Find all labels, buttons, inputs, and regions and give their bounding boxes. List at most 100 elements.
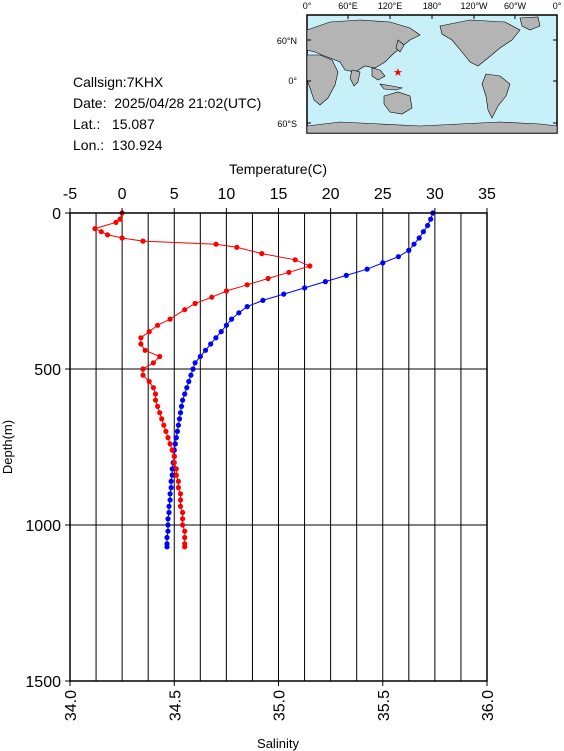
salinity-point — [150, 385, 156, 391]
temperature-point — [167, 497, 173, 503]
salinity-point — [92, 226, 98, 232]
salinity-point — [169, 447, 175, 453]
salinity-point — [138, 335, 144, 341]
temperature-point — [188, 372, 194, 378]
top-tick-label: 25 — [374, 186, 392, 203]
map-station-marker: ★ — [393, 67, 403, 79]
temperature-point — [164, 541, 170, 547]
salinity-point — [180, 509, 186, 516]
temperature-point — [166, 503, 172, 509]
salinity-point — [161, 422, 167, 428]
temperature-point — [192, 360, 198, 366]
chart-grid — [69, 212, 488, 682]
salinity-point — [155, 403, 161, 409]
map-lon-label: 0° — [303, 1, 312, 11]
salinity-point — [177, 503, 184, 509]
land-indonesia — [379, 83, 404, 91]
temperature-point — [223, 322, 229, 328]
bottom-tick-label: 35.5 — [376, 690, 393, 721]
temperature-point — [165, 522, 171, 528]
salinity-point — [142, 347, 148, 353]
salinity-point — [182, 307, 188, 313]
y-tick-label: 0 — [52, 206, 61, 223]
map-lon-label: 180° — [423, 1, 442, 11]
map-lon-label: 0° — [553, 1, 562, 11]
land-antarctica — [306, 121, 558, 134]
map-land — [306, 16, 558, 134]
temperature-point — [171, 453, 177, 459]
temperature-point — [322, 279, 328, 285]
salinity-point — [175, 478, 181, 484]
salinity-point — [98, 229, 104, 235]
temperature-point — [167, 491, 173, 497]
map-lon-labels: 0° 60°E 120°E 180° 120°W 60°W 0° — [303, 1, 562, 11]
map-lat-label: 60°N — [277, 36, 297, 46]
salinity-point — [265, 275, 271, 282]
salinity-point — [159, 416, 165, 422]
y-tick-label: 1500 — [25, 674, 61, 691]
temperature-point — [213, 335, 219, 341]
salinity-point — [223, 288, 229, 294]
salinity-point — [177, 497, 184, 503]
temperature-point — [164, 544, 170, 550]
temperature-point — [168, 478, 174, 484]
salinity-point — [155, 322, 161, 328]
salinity-point — [140, 238, 146, 244]
temperature-point — [395, 254, 401, 260]
salinity-point — [173, 472, 179, 478]
temperature-point — [172, 441, 178, 447]
land-japan — [395, 39, 405, 53]
land-greenland — [519, 16, 541, 31]
temperature-point — [411, 241, 417, 247]
salinity-point — [117, 216, 123, 222]
salinity-point — [180, 522, 186, 528]
salinity-point — [234, 244, 240, 250]
salinity-point — [292, 257, 298, 263]
y-axis-label: Depth(m) — [0, 420, 15, 474]
temperature-point — [364, 266, 370, 272]
bottom-axis-label: Salinity — [257, 736, 299, 751]
salinity-point — [182, 534, 188, 541]
temperature-point — [406, 247, 412, 253]
salinity-point — [165, 435, 171, 441]
temperature-point — [166, 509, 172, 516]
land-eurasia — [306, 19, 421, 73]
temperature-point — [420, 229, 426, 235]
temperature-point — [170, 460, 176, 466]
top-tick-label: 10 — [217, 186, 235, 203]
plot-frame — [69, 212, 488, 682]
salinity-point — [113, 219, 119, 225]
temperature-point — [430, 210, 436, 216]
salinity-point — [157, 353, 163, 360]
temperature-point — [174, 428, 180, 434]
salinity-point — [244, 282, 250, 288]
land-seasia — [371, 67, 386, 81]
temperature-point — [260, 297, 266, 303]
salinity-point — [140, 372, 146, 378]
salinity-point — [167, 441, 173, 447]
temperature-point — [197, 353, 203, 360]
land-africa — [306, 54, 339, 106]
salinity-point — [286, 269, 292, 275]
map-lon-label: 120°E — [378, 1, 403, 11]
salinity-point — [182, 528, 188, 534]
top-tick-label: 35 — [478, 186, 496, 203]
salinity-point — [152, 397, 159, 403]
temperature-point — [186, 378, 192, 385]
top-tick-label: 20 — [322, 186, 340, 203]
bottom-tick-label: 36.0 — [480, 690, 497, 721]
salinity-point — [138, 341, 144, 347]
salinity-point — [209, 294, 215, 300]
callsign-text: Callsign:7KHX — [73, 74, 164, 90]
map-lon-label: 60°E — [338, 1, 358, 11]
top-tick-label: 0 — [118, 186, 127, 203]
temperature-point — [202, 347, 209, 353]
salinity-point — [167, 316, 173, 322]
land-n-america — [439, 19, 521, 67]
salinity-point — [182, 544, 188, 550]
temperature-point — [169, 472, 175, 478]
salinity-point — [213, 241, 219, 247]
salinity-point — [182, 541, 188, 547]
temperature-line — [166, 212, 434, 547]
chart-series — [92, 210, 436, 550]
